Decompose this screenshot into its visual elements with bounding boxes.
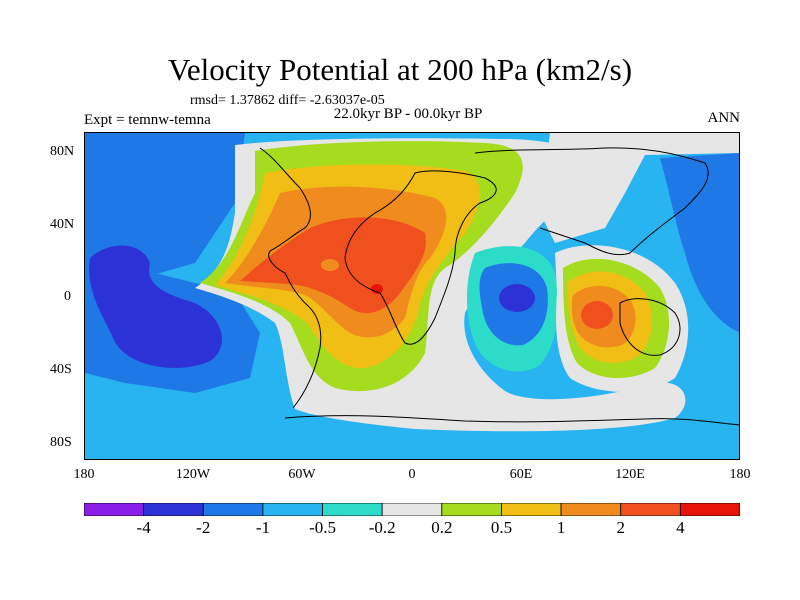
lon-label-60w: 60W (288, 467, 316, 482)
lon-label-180w: 180 (73, 467, 95, 482)
colorbar-label: -2 (196, 518, 211, 537)
colorbar-box (84, 503, 145, 516)
coast-australia (619, 298, 681, 356)
colorbar-label: 0.2 (431, 518, 453, 537)
coastlines (259, 147, 739, 426)
lat-label-40s: 40S (50, 362, 72, 377)
experiment-label: Expt = temnw-temna (84, 112, 211, 128)
field-pos-peak-indo (581, 301, 613, 329)
field-neg-indian-core (499, 284, 535, 312)
lon-label-180e: 180 (729, 467, 751, 482)
field-pos-blob (321, 259, 339, 271)
colorbar-label: 2 (616, 518, 625, 537)
colorbar-label: -0.5 (309, 518, 336, 537)
lon-label-120e: 120E (615, 467, 645, 482)
field-neutral-east (540, 133, 739, 243)
lat-label-80s: 80S (50, 435, 72, 450)
colorbar-box (202, 503, 264, 516)
colorbar (84, 503, 740, 516)
coast-asia (474, 147, 709, 256)
lon-label-120w: 120W (175, 467, 211, 482)
period-label: 22.0kyr BP - 00.0kyr BP (333, 106, 483, 122)
field-neg-east-pacific (660, 153, 739, 333)
colorbar-label: -4 (136, 518, 151, 537)
figure-title: Velocity Potential at 200 hPa (km2/s) (167, 52, 633, 87)
colorbar-box (560, 503, 622, 516)
map-field (85, 133, 739, 459)
colorbar-box (381, 503, 443, 516)
colorbar-box (501, 503, 562, 516)
lon-label-60e: 60E (509, 467, 533, 482)
field-neg-core-pacific (89, 245, 222, 368)
colorbar-box (143, 503, 204, 516)
colorbar-box (441, 503, 502, 516)
coast-africa-europe (344, 170, 497, 345)
stats-subtitle: rmsd= 1.37862 diff= -2.63037e-05 (190, 93, 385, 108)
map-panel (84, 132, 740, 460)
colorbar-box (322, 503, 383, 516)
lat-label-40n: 40N (50, 217, 75, 232)
coast-americas (259, 147, 322, 409)
colorbar-box (620, 503, 681, 516)
colorbar-label: 0.5 (490, 518, 513, 537)
season-label: ANN (707, 110, 741, 126)
colorbar-label: 1 (556, 518, 566, 537)
lat-label-80n: 80N (50, 144, 75, 159)
colorbar-label: -0.2 (368, 518, 396, 537)
colorbar-box (679, 503, 740, 516)
colorbar-label: -1 (255, 518, 270, 537)
colorbar-label: 4 (676, 518, 685, 537)
coast-antarctica (284, 415, 739, 426)
lat-label-0: 0 (64, 289, 71, 304)
field-pos-max (371, 284, 383, 294)
lon-label-0: 0 (408, 467, 416, 482)
colorbar-box (262, 503, 323, 516)
